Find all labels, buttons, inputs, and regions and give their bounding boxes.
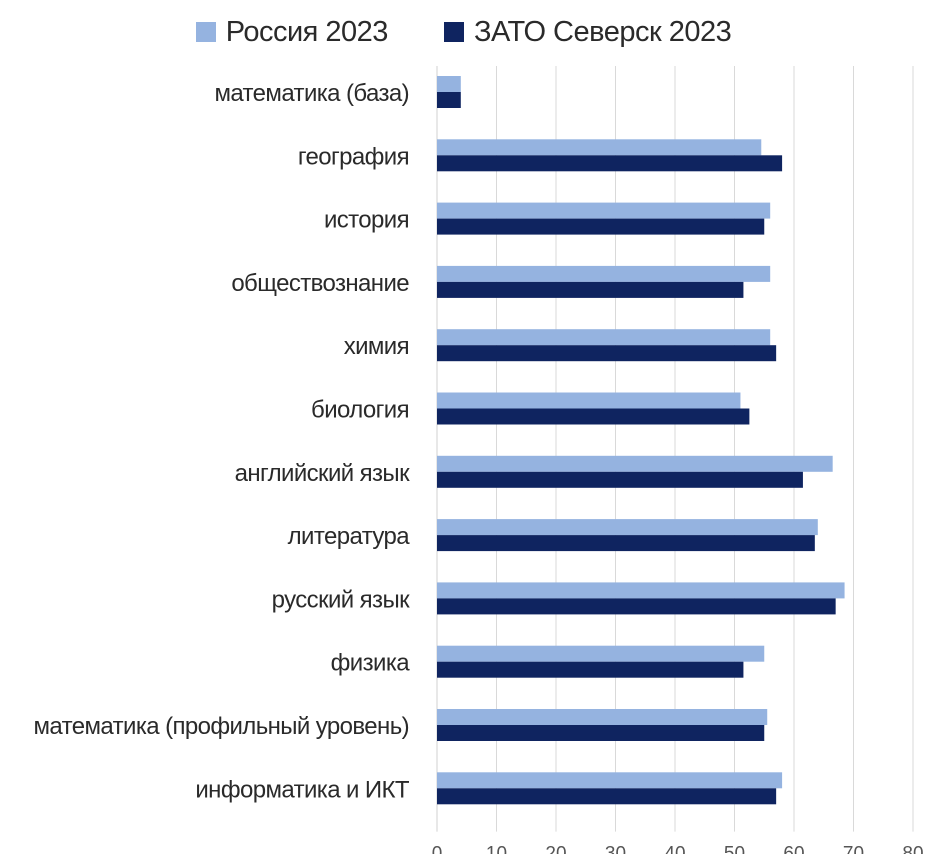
category-label: обществознание (231, 270, 409, 297)
bar-russia (437, 455, 833, 472)
x-tick-label-10: 10 (486, 844, 507, 854)
bar-russia (437, 772, 783, 789)
bar-russia (437, 392, 741, 409)
bar-seversk (437, 281, 744, 298)
category-label: математика (профильный уровень) (34, 713, 409, 740)
bar-russia (437, 645, 765, 662)
bar-russia (437, 519, 818, 536)
x-tick-label-30: 30 (605, 844, 626, 854)
category-label: биология (311, 397, 409, 424)
bar-seversk (437, 408, 750, 425)
legend-label-russia: Россия 2023 (225, 15, 389, 48)
bar-seversk (437, 155, 783, 172)
x-tick-label-80: 80 (902, 844, 923, 854)
bar-russia (437, 582, 845, 599)
legend: Россия 2023 ЗАТО Северск 2023 (0, 10, 927, 54)
x-tick-label-50: 50 (724, 844, 745, 854)
category-label: математика (база) (214, 80, 409, 107)
legend-swatch-russia (195, 22, 216, 42)
x-tick-label-0: 0 (432, 844, 443, 854)
legend-label-seversk: ЗАТО Северск 2023 (473, 15, 732, 48)
category-label: литература (288, 523, 411, 550)
bar-seversk (437, 345, 777, 362)
legend-item-russia: Россия 2023 (195, 15, 389, 49)
bar-russia (437, 329, 771, 346)
category-label: история (324, 207, 409, 234)
bar-seversk (437, 471, 803, 488)
bar-russia (437, 202, 771, 219)
bar-russia (437, 76, 461, 92)
category-label: информатика и ИКТ (195, 776, 410, 803)
bar-russia (437, 709, 768, 725)
bar-russia (437, 139, 762, 156)
category-label: русский язык (272, 586, 410, 613)
x-tick-label-60: 60 (783, 844, 804, 854)
x-tick-label-40: 40 (664, 844, 685, 854)
bar-seversk (437, 661, 744, 678)
category-label: химия (344, 333, 409, 360)
bar-seversk (437, 218, 765, 235)
x-tick-label-70: 70 (843, 844, 864, 854)
bar-seversk (437, 598, 836, 615)
bar-seversk (437, 535, 815, 552)
category-label: английский язык (235, 460, 410, 487)
x-tick-label-20: 20 (545, 844, 566, 854)
bar-seversk (437, 92, 461, 108)
bar-seversk (437, 725, 765, 741)
category-label: география (298, 143, 409, 170)
category-label: физика (331, 650, 411, 677)
legend-item-seversk: ЗАТО Северск 2023 (443, 15, 732, 49)
bar-russia (437, 265, 771, 282)
legend-swatch-seversk (443, 22, 464, 42)
bar-seversk (437, 788, 777, 805)
